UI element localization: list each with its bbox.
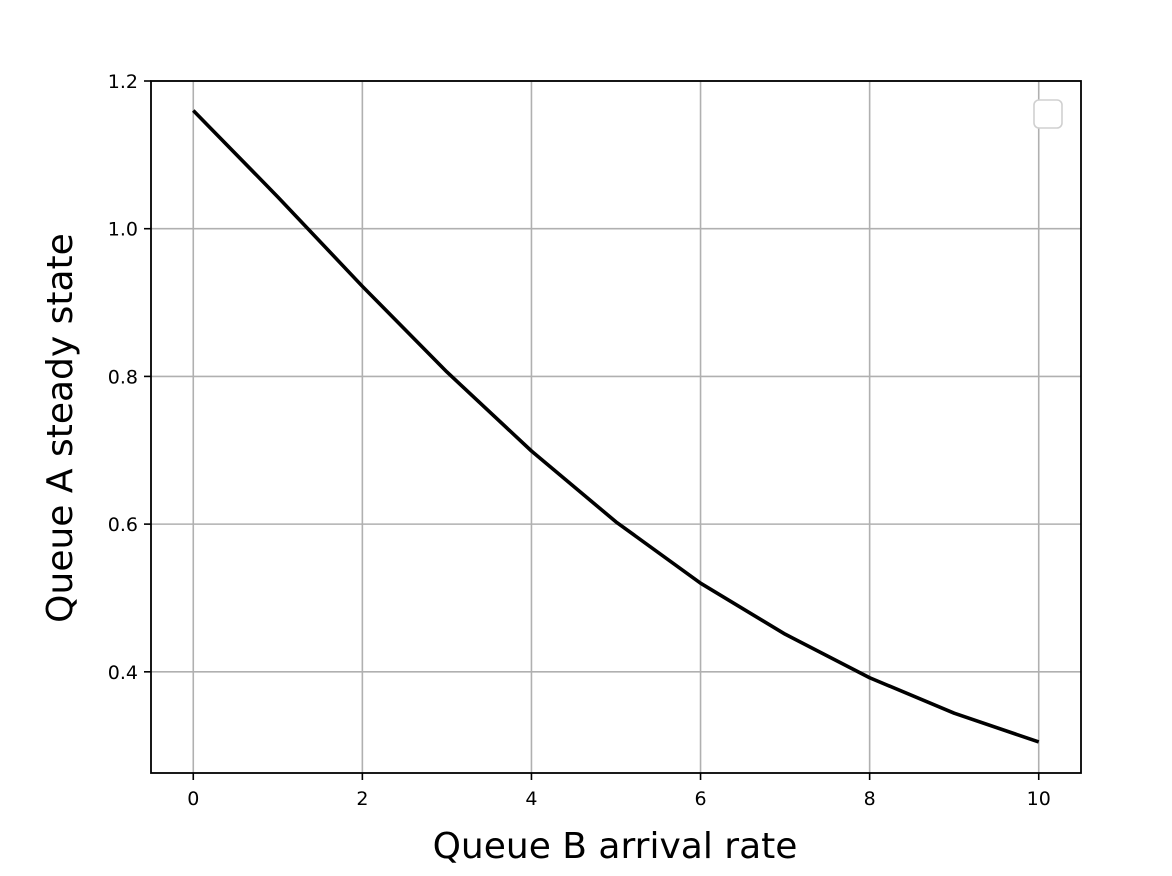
- axes: [150, 80, 1082, 774]
- x-axis-ticks: 0 2 4 6 8 10: [187, 773, 1051, 810]
- x-tick-label: 8: [864, 788, 876, 810]
- y-axis-ticks: 0.4 0.6 0.8 1.0 1.2: [108, 71, 151, 684]
- y-tick-label: 1.0: [108, 219, 138, 241]
- x-tick-label: 4: [525, 788, 537, 810]
- x-axis-title: Queue B arrival rate: [433, 826, 798, 867]
- x-tick-label: 2: [356, 788, 368, 810]
- plot-frame: [150, 80, 1082, 774]
- y-axis-title: Queue A steady state: [40, 233, 81, 623]
- series-layer: [191, 109, 1040, 744]
- x-tick-label: 6: [694, 788, 706, 810]
- legend-box: [1033, 99, 1063, 129]
- y-tick-label: 0.8: [108, 366, 138, 388]
- x-tick-label: 0: [187, 788, 199, 810]
- series-line: [191, 109, 1040, 744]
- y-tick-label: 0.4: [108, 662, 138, 684]
- y-tick-label: 0.6: [108, 514, 138, 536]
- x-tick-label: 10: [1027, 788, 1051, 810]
- y-tick-label: 1.2: [108, 71, 138, 93]
